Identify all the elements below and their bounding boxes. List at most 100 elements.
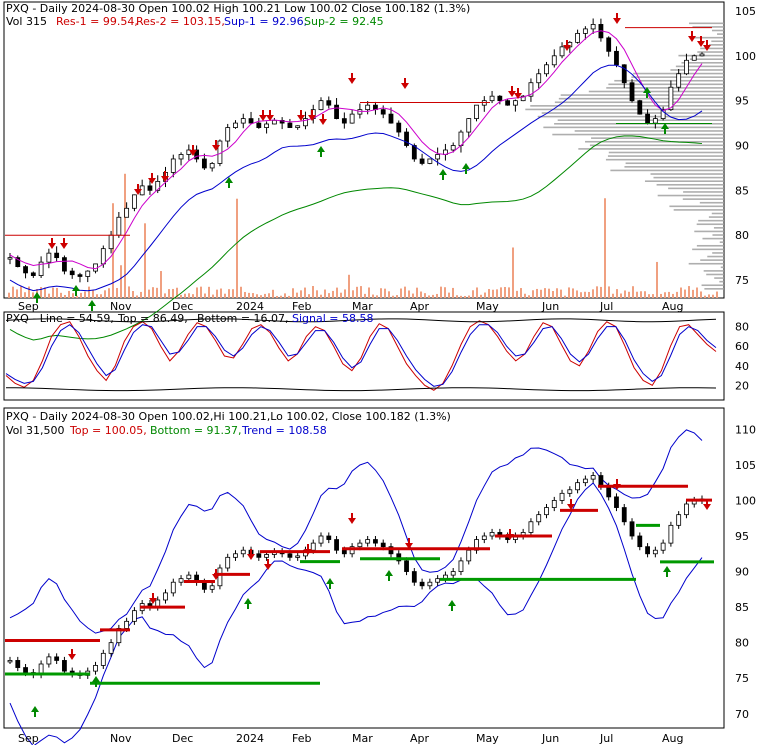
volume-profile-bar xyxy=(560,94,724,96)
volume-bar xyxy=(652,294,654,298)
bands-candle xyxy=(7,660,13,663)
bands-candle xyxy=(676,514,682,526)
volume-profile-bar xyxy=(700,47,724,50)
bands-candle xyxy=(100,652,106,666)
price-candle xyxy=(108,234,114,250)
volume-profile-bar xyxy=(578,148,724,150)
sell-arrow xyxy=(134,189,142,195)
volume-bar xyxy=(212,294,214,298)
price-candle xyxy=(629,82,635,102)
volume-bar xyxy=(512,247,514,298)
buy-arrow xyxy=(643,87,651,93)
bands-candle xyxy=(15,660,21,668)
bands-candle xyxy=(419,581,425,587)
bands-candle xyxy=(201,581,207,590)
volume-bar xyxy=(584,291,586,298)
price-candle xyxy=(256,122,262,128)
volume-profile-bar xyxy=(714,277,724,279)
volume-profile-bar xyxy=(691,36,724,39)
volume-bar xyxy=(248,292,250,298)
volume-bar xyxy=(608,286,610,298)
volume-bar xyxy=(580,292,582,298)
volume-bar xyxy=(404,286,406,298)
volume-bar xyxy=(276,295,278,298)
bands-candle xyxy=(264,554,269,558)
volume-bar xyxy=(204,293,206,298)
price-candle xyxy=(303,118,308,127)
volume-bar xyxy=(428,295,430,298)
volume-bar xyxy=(268,293,270,298)
volume-bar xyxy=(256,294,258,298)
stoch-y-tick: 60 xyxy=(735,340,749,353)
volume-bar xyxy=(40,287,42,298)
volume-bar xyxy=(504,286,506,298)
price-candle xyxy=(147,185,153,191)
price-candle xyxy=(209,163,215,169)
stoch-header-signal: Signal = 58.58 xyxy=(292,312,374,325)
volume-bar xyxy=(372,294,374,298)
volume-profile-bar xyxy=(683,191,724,193)
volume-bar xyxy=(604,198,606,298)
price-candle xyxy=(660,109,666,120)
price-candle xyxy=(341,118,347,124)
bands-y-tick: 90 xyxy=(735,566,749,579)
price-header-1: Res-1 = 99.54, xyxy=(56,15,138,28)
buy-arrow xyxy=(33,292,41,298)
volume-profile-bar xyxy=(681,61,724,64)
stoch-header-top: Top = 86.49, xyxy=(117,312,188,325)
price-x-tick: May xyxy=(476,300,499,313)
buy-arrow xyxy=(462,163,470,169)
bands-buy-arrow xyxy=(244,598,252,604)
price-candle xyxy=(7,257,13,260)
volume-bar xyxy=(440,286,442,298)
volume-bar xyxy=(292,288,294,298)
bands-x-tick: May xyxy=(476,732,499,745)
volume-bar xyxy=(80,292,82,298)
volume-bar xyxy=(284,293,286,298)
buy-arrow xyxy=(88,300,96,306)
bands-candle xyxy=(481,535,487,540)
price-candle xyxy=(427,158,433,164)
price-candle xyxy=(77,274,83,277)
price-header-title: PXQ - Daily 2024-08-30 Open 100.02 High … xyxy=(6,2,470,15)
volume-bar xyxy=(88,286,90,298)
sell-arrow xyxy=(48,243,56,249)
buy-arrow xyxy=(661,123,669,129)
volume-bar xyxy=(636,291,638,298)
price-candle xyxy=(614,50,619,66)
bands-y-tick: 110 xyxy=(735,423,756,436)
volume-bar xyxy=(108,288,110,298)
price-candle xyxy=(248,118,254,124)
buy-arrow xyxy=(72,285,80,291)
bands-candle xyxy=(466,549,472,562)
volume-bar xyxy=(400,288,402,298)
price-candle xyxy=(676,73,682,88)
price-candle xyxy=(544,64,549,75)
bands-candle xyxy=(404,560,409,572)
stoch-line xyxy=(5,320,717,391)
bands-x-tick: Jul xyxy=(599,732,613,745)
volume-profile-bar xyxy=(543,126,724,129)
sell-arrow xyxy=(348,78,356,84)
price-candle xyxy=(178,154,184,160)
price-candle xyxy=(528,82,534,97)
sell-arrow xyxy=(161,176,169,182)
volume-bar xyxy=(472,290,474,298)
volume-bar xyxy=(68,290,70,298)
sell-arrow xyxy=(148,178,156,184)
buy-arrow xyxy=(439,169,447,175)
stoch-signal xyxy=(5,324,717,387)
price-candle xyxy=(326,100,332,106)
bands-y-tick: 80 xyxy=(735,637,749,650)
volume-bar xyxy=(136,295,138,298)
volume-bar xyxy=(264,293,266,298)
volume-bar xyxy=(476,287,478,298)
volume-profile-bar xyxy=(608,151,724,154)
volume-profile-bar xyxy=(541,112,724,114)
volume-bar xyxy=(368,287,370,298)
volume-profile-bar xyxy=(699,201,724,204)
bands-y-tick: 95 xyxy=(735,530,749,543)
price-candle xyxy=(365,104,371,111)
bands-header-trend: Trend = 108.58 xyxy=(241,424,327,437)
volume-profile-bar xyxy=(694,230,724,233)
